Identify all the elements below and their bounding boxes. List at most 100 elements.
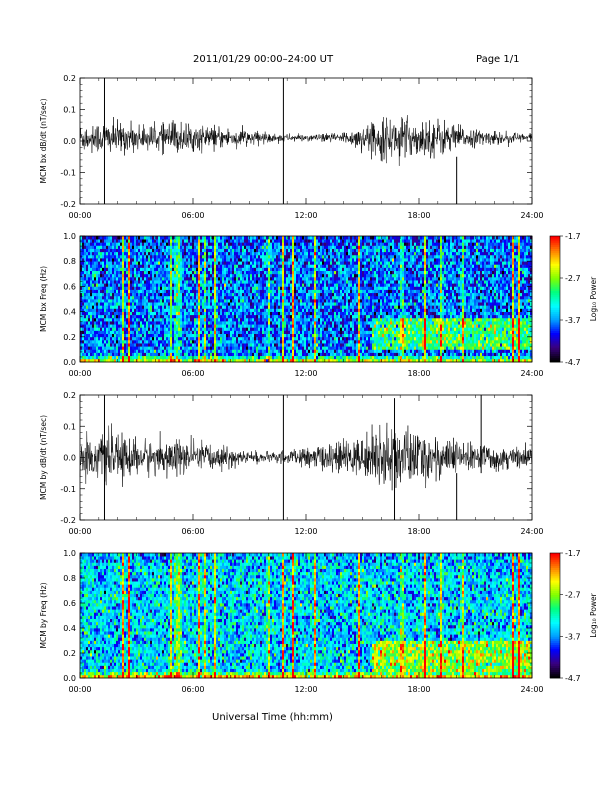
- spectrogram-cell: [282, 308, 285, 312]
- spectrogram-cell: [286, 280, 289, 284]
- spectrogram-cell: [146, 261, 149, 265]
- spectrogram-cell: [186, 292, 189, 297]
- spectrogram-cell: [210, 327, 213, 331]
- spectrogram-cell: [320, 305, 323, 309]
- spectrogram-cell: [112, 339, 115, 344]
- spectrogram-cell: [150, 336, 153, 341]
- spectrogram-cell: [176, 299, 179, 303]
- spectrogram-cell: [156, 343, 159, 347]
- spectrogram-cell: [148, 292, 151, 297]
- spectrogram-cell: [260, 327, 263, 331]
- spectrogram-cell: [236, 283, 239, 287]
- spectrogram-cell: [146, 346, 149, 350]
- spectrogram-cell: [190, 321, 193, 325]
- spectrogram-cell: [132, 254, 135, 259]
- spectrogram-cell: [242, 267, 245, 271]
- spectrogram-cell: [150, 264, 153, 268]
- spectrogram-cell: [152, 286, 155, 290]
- spectrogram-cell: [278, 302, 281, 306]
- spectrogram-cell: [104, 343, 107, 347]
- spectrogram-cell: [206, 327, 209, 331]
- spectrogram-cell: [314, 336, 317, 341]
- spectrogram-cell: [100, 299, 103, 303]
- spectrogram-cell: [172, 324, 175, 328]
- spectrogram-cell: [160, 258, 163, 262]
- spectrogram-cell: [218, 270, 221, 275]
- spectrogram-cell: [280, 311, 283, 316]
- spectrogram-cell: [262, 273, 265, 278]
- spectrogram-cell: [298, 280, 301, 284]
- spectrogram-cell: [86, 333, 89, 338]
- spectrogram-cell: [210, 295, 213, 300]
- spectrogram-cell: [230, 317, 233, 322]
- spectrogram-cell: [180, 242, 183, 246]
- spectrogram-cell: [102, 305, 105, 309]
- spectrogram-cell: [158, 276, 161, 281]
- spectrogram-cell: [294, 339, 297, 344]
- spectrogram-cell: [172, 321, 175, 325]
- spectrogram-cell: [312, 286, 315, 290]
- spectrogram-cell: [280, 305, 283, 309]
- spectrogram-cell: [268, 276, 271, 281]
- spectrogram-cell: [190, 270, 193, 275]
- spectrogram-cell: [250, 273, 253, 278]
- spectrogram-cell: [170, 333, 173, 338]
- spectrogram-cell: [274, 242, 277, 246]
- spectrogram-cell: [114, 311, 117, 316]
- spectrogram-cell: [302, 324, 305, 328]
- spectrogram-cell: [110, 261, 113, 265]
- spectrogram-cell: [296, 343, 299, 347]
- spectrogram-cell: [324, 346, 327, 350]
- spectrogram-cell: [264, 333, 267, 338]
- spectrogram-cell: [228, 273, 231, 278]
- spectrogram-cell: [284, 267, 287, 271]
- spectrogram-cell: [122, 236, 125, 240]
- spectrogram-cell: [264, 254, 267, 259]
- spectrogram-cell: [160, 292, 163, 297]
- spectrogram-cell: [140, 242, 143, 246]
- spectrogram-cell: [164, 321, 167, 325]
- spectrogram-cell: [140, 336, 143, 341]
- spectrogram-cell: [206, 248, 209, 253]
- spectrogram-cell: [116, 245, 119, 249]
- spectrogram-cell: [304, 355, 307, 360]
- spectrogram-cell: [264, 236, 267, 240]
- spectrogram-cell: [100, 251, 103, 256]
- spectrogram-cell: [122, 330, 125, 334]
- spectrogram-cell: [268, 311, 271, 316]
- spectrogram-cell: [318, 352, 321, 357]
- spectrogram-cell: [108, 330, 111, 334]
- spectrogram-cell: [214, 264, 217, 268]
- spectrogram-cell: [276, 261, 279, 265]
- spectrogram-cell: [136, 280, 139, 284]
- spectrogram-cell: [206, 242, 209, 246]
- spectrogram-cell: [288, 324, 291, 328]
- spectrogram-cell: [84, 358, 87, 363]
- spectrogram-cell: [126, 336, 129, 341]
- spectrogram-cell: [162, 321, 165, 325]
- spectrogram-cell: [220, 317, 223, 322]
- spectrogram-cell: [116, 349, 119, 353]
- spectrogram-cell: [280, 336, 283, 341]
- spectrogram-cell: [220, 314, 223, 319]
- spectrogram-cell: [200, 333, 203, 338]
- spectrogram-cell: [262, 245, 265, 249]
- spectrogram-cell: [244, 248, 247, 253]
- spectrogram-cell: [278, 286, 281, 290]
- spectrogram-cell: [130, 276, 133, 281]
- spectrogram-cell: [266, 286, 269, 290]
- spectrogram-cell: [224, 349, 227, 353]
- spectrogram-cell: [150, 280, 153, 284]
- spectrogram-cell: [132, 270, 135, 275]
- spectrogram-cell: [160, 261, 163, 265]
- spectrogram-cell: [306, 317, 309, 322]
- spectrogram-cell: [160, 299, 163, 303]
- spectrogram-cell: [314, 236, 317, 240]
- spectrogram-cell: [184, 321, 187, 325]
- spectrogram-cell: [110, 311, 113, 316]
- spectrogram-cell: [242, 343, 245, 347]
- spectrogram-cell: [270, 336, 273, 341]
- spectrogram-cell: [318, 314, 321, 319]
- spectrogram-cell: [112, 324, 115, 328]
- spectrogram-cell: [148, 283, 151, 287]
